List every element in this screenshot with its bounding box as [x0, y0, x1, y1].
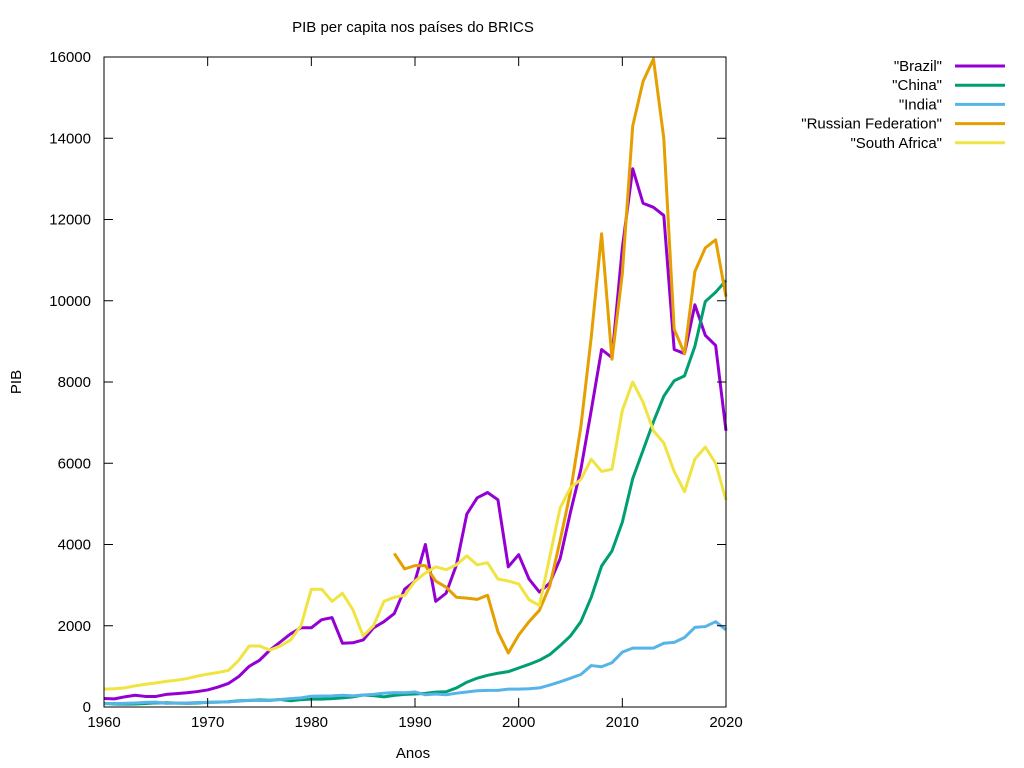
y-axis-title: PIB	[8, 370, 25, 394]
series-line-4	[103, 380, 728, 691]
y-tick-label-8: 16000	[49, 49, 91, 66]
x-tick-label-6: 2020	[709, 714, 742, 731]
legend: "Brazil" "China" "India" "Russian Federatio…	[801, 58, 1005, 152]
legend-label-4: "South Africa"	[850, 135, 942, 152]
x-tick-label-0: 1960	[87, 714, 120, 731]
y-tick-label-6: 12000	[49, 212, 91, 229]
y-axis: 0 2000 4000 6000 8000 10000 12000 14000 16000	[49, 49, 726, 716]
y-tick-label-0: 0	[83, 699, 91, 716]
y-tick-label-7: 14000	[49, 130, 91, 147]
x-tick-label-3: 1990	[398, 714, 431, 731]
x-axis: 1960 1970 1980 1990 2000 2010 2020	[87, 57, 743, 731]
x-tick-label-5: 2010	[606, 714, 639, 731]
y-tick-label-4: 8000	[58, 374, 91, 391]
y-tick-label-5: 10000	[49, 293, 91, 310]
x-tick-label-2: 1980	[295, 714, 328, 731]
chart-title: PIB per capita nos países do BRICS	[292, 19, 534, 36]
y-tick-label-3: 6000	[58, 455, 91, 472]
y-tick-label-2: 4000	[58, 537, 91, 554]
x-axis-title: Anos	[396, 745, 430, 762]
x-tick-label-1: 1970	[191, 714, 224, 731]
series-line-3	[393, 57, 728, 655]
legend-label-2: "India"	[899, 96, 942, 113]
x-tick-label-4: 2000	[502, 714, 535, 731]
y-tick-label-1: 2000	[58, 618, 91, 635]
legend-label-3: "Russian Federation"	[801, 116, 942, 133]
legend-label-0: "Brazil"	[894, 58, 942, 75]
legend-label-1: "China"	[892, 77, 942, 94]
